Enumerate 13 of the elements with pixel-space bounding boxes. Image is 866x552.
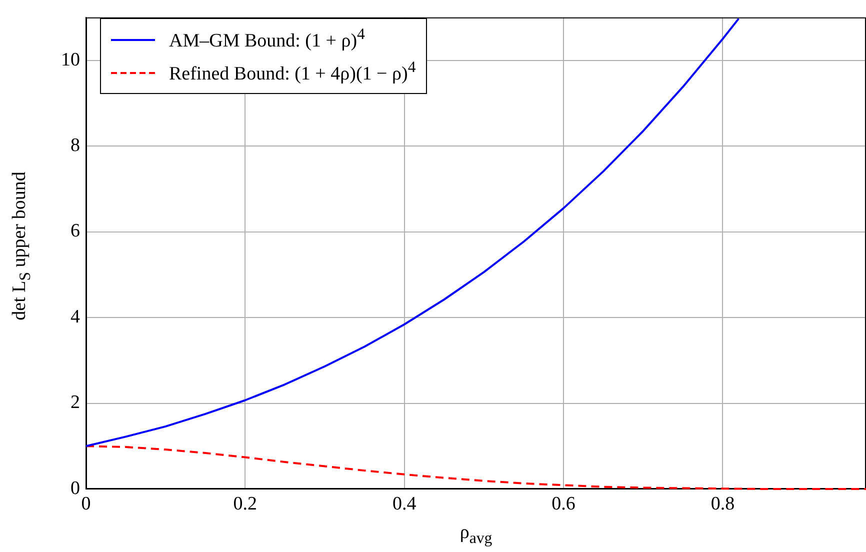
y-tick-label: 0 [70, 478, 80, 499]
legend-label: AM–GM Bound: (1 + ρ)$^{4}$ [169, 26, 365, 53]
y-tick-label: 10 [61, 49, 80, 70]
y-tick-label: 4 [70, 306, 80, 328]
y-tick-label: 6 [70, 220, 80, 242]
y-tick-label: 2 [70, 392, 80, 414]
y-tick-label: 8 [70, 135, 80, 156]
x-tick-label: 0.8 [710, 493, 735, 514]
legend-label: Refined Bound: (1 + 4ρ)(1 − ρ)$^{4}$ [169, 59, 416, 86]
x-axis-title: ρ$_{avg}$ [460, 522, 492, 548]
x-tick-label: 0.4 [392, 493, 417, 514]
x-tick-label: 0.2 [233, 493, 258, 514]
x-tick-label: 0.6 [552, 493, 576, 514]
